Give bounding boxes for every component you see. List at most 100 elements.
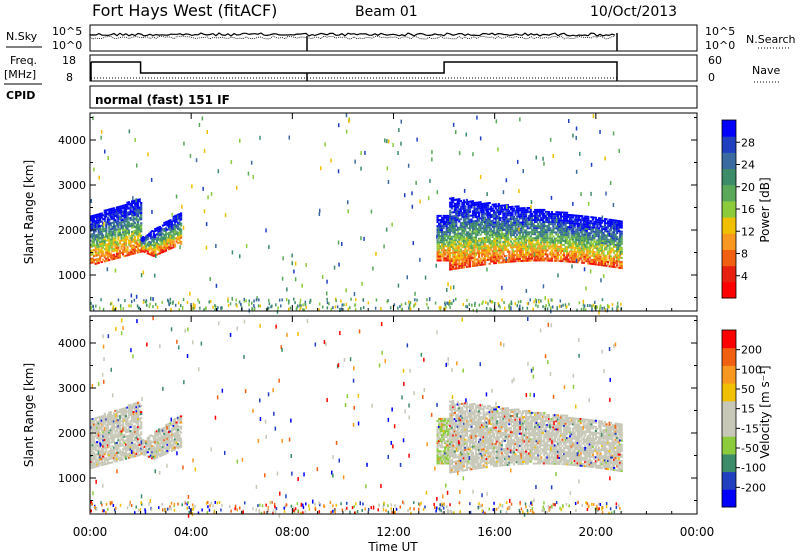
heatmap-cell bbox=[582, 241, 585, 244]
heatmap-cell bbox=[534, 245, 537, 248]
ground-scatter-cell bbox=[562, 303, 564, 307]
heatmap-cell bbox=[575, 243, 578, 245]
heatmap-cell bbox=[105, 432, 108, 435]
heatmap-cell bbox=[473, 202, 476, 204]
heatmap-cell bbox=[114, 426, 117, 429]
ground-scatter-cell bbox=[330, 307, 333, 311]
heatmap-cell bbox=[578, 239, 581, 242]
heatmap-cell bbox=[493, 252, 496, 255]
heatmap-cell bbox=[619, 244, 622, 247]
heatmap-cell bbox=[603, 258, 607, 261]
heatmap-cell bbox=[461, 222, 464, 224]
heatmap-cell bbox=[91, 219, 94, 221]
heatmap-cell bbox=[569, 254, 572, 257]
heatmap-cell bbox=[170, 222, 174, 225]
heatmap-cell bbox=[585, 250, 588, 253]
heatmap-cell bbox=[111, 227, 114, 230]
heatmap-cell bbox=[599, 235, 602, 238]
ground-scatter-cell bbox=[360, 307, 362, 311]
heatmap-cell bbox=[115, 445, 118, 448]
heatmap-cell bbox=[146, 236, 149, 239]
heatmap-cell bbox=[108, 419, 111, 422]
heatmap-cell bbox=[505, 222, 508, 225]
heatmap-cell bbox=[499, 219, 502, 222]
heatmap-cell bbox=[509, 256, 512, 259]
heatmap-cell bbox=[514, 254, 517, 257]
heatmap-cell bbox=[493, 231, 496, 234]
heatmap-cell bbox=[535, 217, 538, 219]
ground-scatter-cell bbox=[255, 298, 258, 302]
heatmap-cell bbox=[549, 247, 552, 250]
heatmap-cell bbox=[540, 229, 543, 232]
heatmap-cell bbox=[468, 210, 472, 213]
heatmap-cell bbox=[512, 207, 516, 210]
heatmap-cell bbox=[152, 240, 155, 243]
heatmap-cell bbox=[109, 224, 112, 227]
heatmap-cell bbox=[549, 213, 552, 215]
heatmap-cell bbox=[503, 247, 506, 249]
heatmap-cell bbox=[126, 418, 129, 421]
heatmap-cell bbox=[569, 216, 572, 219]
heatmap-cell bbox=[506, 250, 509, 253]
heatmap-cell bbox=[112, 458, 115, 461]
heatmap-cell bbox=[575, 220, 578, 223]
heatmap-cell bbox=[99, 438, 102, 441]
heatmap-cell bbox=[576, 237, 579, 239]
heatmap-cell bbox=[543, 259, 546, 262]
heatmap-cell bbox=[509, 258, 512, 261]
heatmap-cell bbox=[590, 228, 593, 231]
heatmap-cell bbox=[167, 225, 171, 228]
heatmap-cell bbox=[575, 234, 578, 237]
heatmap-cell bbox=[496, 245, 499, 248]
heatmap-cell bbox=[148, 248, 151, 251]
heatmap-cell bbox=[442, 216, 445, 219]
ground-scatter-cell bbox=[214, 304, 216, 308]
heatmap-cell bbox=[121, 444, 125, 447]
ground-scatter-cell bbox=[350, 297, 352, 301]
heatmap-cell bbox=[120, 215, 123, 218]
heatmap-cell bbox=[497, 257, 500, 260]
noise-cell bbox=[339, 308, 341, 312]
ground-scatter-cell bbox=[582, 303, 585, 307]
heatmap-cell bbox=[594, 257, 597, 260]
heatmap-cell bbox=[175, 218, 178, 221]
heatmap-cell bbox=[112, 416, 115, 419]
heatmap-cell bbox=[97, 259, 100, 262]
heatmap-cell bbox=[608, 251, 611, 254]
heatmap-cell bbox=[108, 423, 111, 426]
heatmap-cell bbox=[123, 445, 126, 448]
heatmap-cell bbox=[91, 217, 94, 219]
heatmap-cell bbox=[166, 242, 169, 245]
heatmap-cell bbox=[596, 243, 599, 246]
heatmap-cell bbox=[543, 237, 546, 240]
heatmap-cell bbox=[518, 256, 522, 258]
heatmap-cell bbox=[118, 449, 121, 452]
heatmap-cell bbox=[610, 223, 613, 225]
heatmap-cell bbox=[525, 241, 528, 244]
heatmap-cell bbox=[534, 219, 537, 221]
heatmap-cell bbox=[505, 238, 508, 241]
heatmap-cell bbox=[520, 215, 523, 218]
heatmap-cell bbox=[520, 211, 523, 214]
heatmap-cell bbox=[455, 247, 458, 250]
heatmap-cell bbox=[450, 203, 453, 206]
noise-cell bbox=[407, 163, 410, 168]
heatmap-cell bbox=[126, 410, 129, 413]
heatmap-cell bbox=[118, 453, 121, 456]
heatmap-cell bbox=[541, 247, 544, 250]
heatmap-cell bbox=[94, 244, 97, 247]
heatmap-cell bbox=[588, 234, 591, 237]
ground-scatter-cell bbox=[109, 302, 112, 306]
heatmap-cell bbox=[597, 233, 601, 236]
heatmap-cell bbox=[93, 226, 96, 229]
heatmap-cell bbox=[442, 235, 445, 238]
heatmap-cell bbox=[488, 236, 491, 239]
heatmap-cell bbox=[140, 216, 143, 219]
noise-cell bbox=[114, 268, 117, 273]
heatmap-cell bbox=[572, 234, 575, 237]
heatmap-cell bbox=[572, 240, 575, 243]
heatmap-cell bbox=[525, 259, 528, 262]
heatmap-cell bbox=[118, 439, 121, 441]
heatmap-cell bbox=[500, 261, 503, 264]
heatmap-cell bbox=[154, 250, 157, 253]
